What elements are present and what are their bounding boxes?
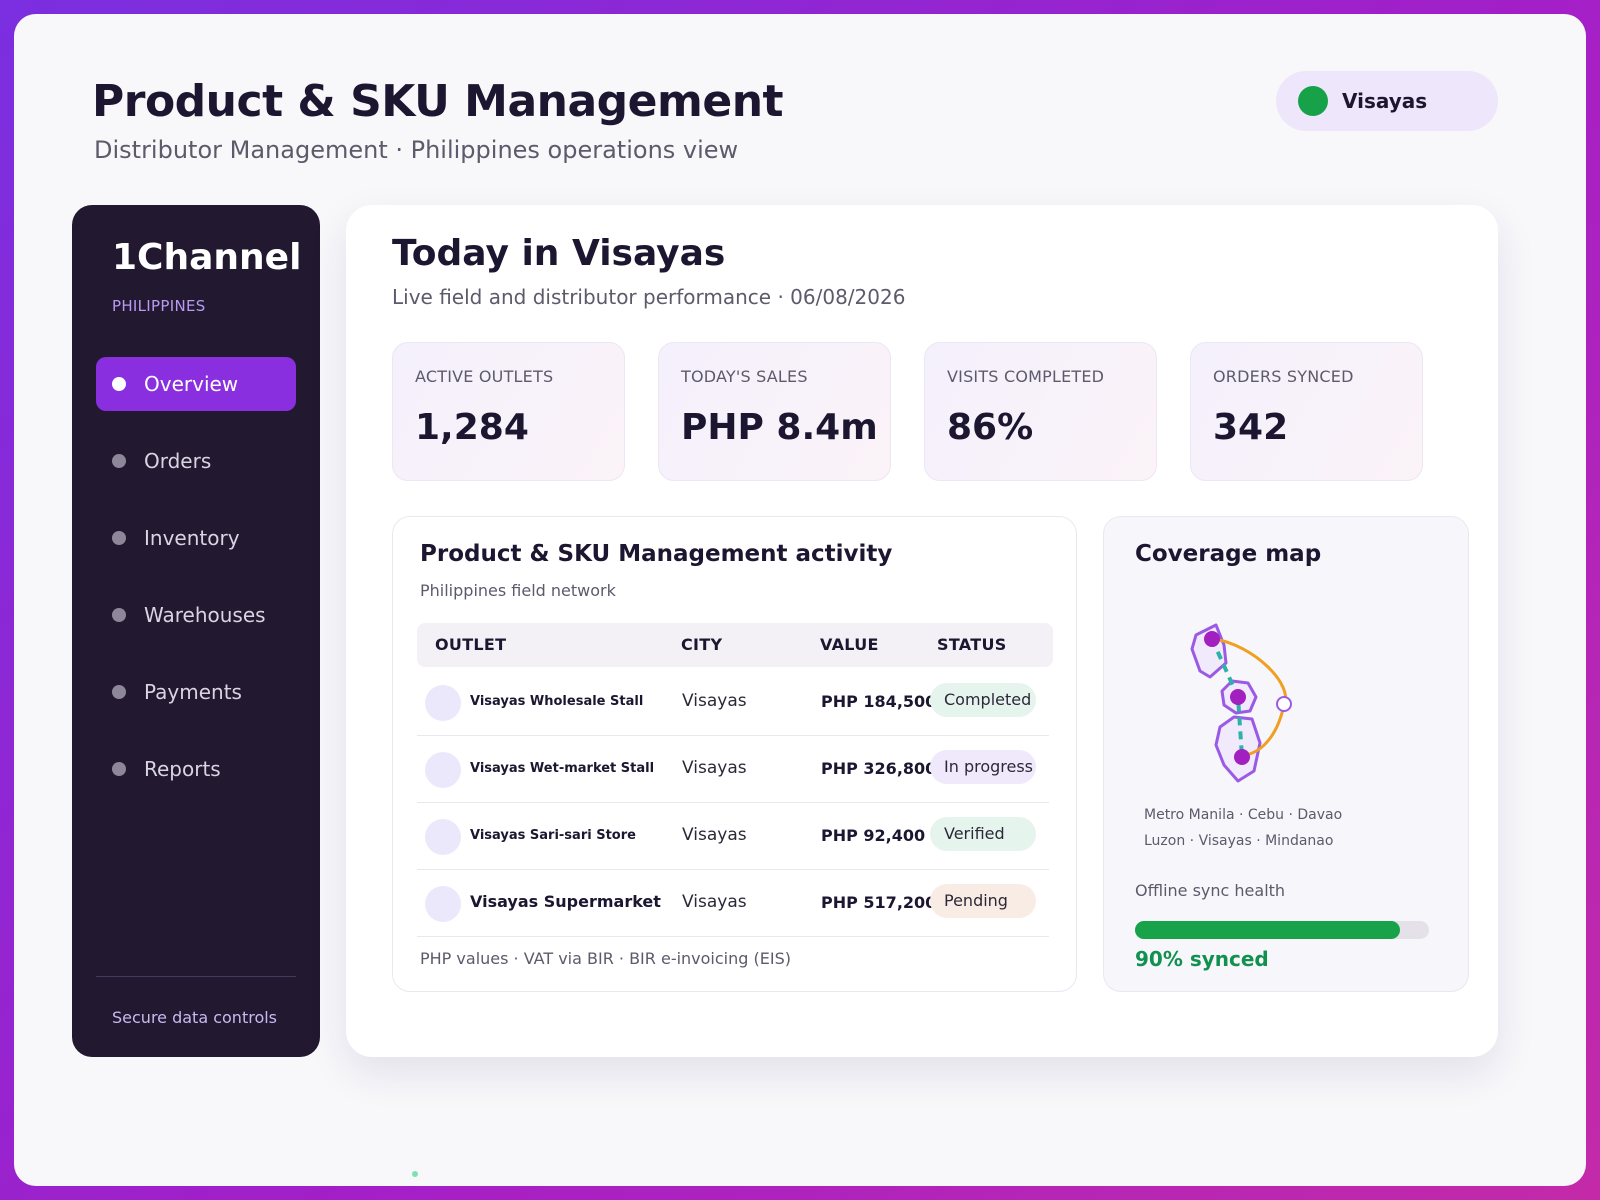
table-row[interactable]: Visayas Supermarket Visayas PHP 517,200 … [417,870,1049,937]
decorative-dot [412,1171,418,1177]
status-dot-icon [1298,86,1328,116]
kpi-value: PHP 8.4m [681,407,878,448]
page-subtitle: Distributor Management · Philippines ope… [94,136,739,164]
sidebar-item-warehouses[interactable]: Warehouses [96,588,296,642]
sidebar-item-reports[interactable]: Reports [96,742,296,796]
outlet-name: Visayas Sari-sari Store [470,828,636,843]
coverage-map-icon[interactable] [1174,605,1314,805]
sidebar-divider [96,976,296,977]
sync-health-label: Offline sync health [1135,881,1286,900]
outlet-name: Visayas Supermarket [470,892,661,911]
kpi-card-todays-sales: TODAY'S SALES PHP 8.4m [658,342,891,481]
column-header-value[interactable]: VALUE [820,635,879,654]
region-selector[interactable]: Visayas [1276,71,1498,131]
kpi-card-active-outlets: ACTIVE OUTLETS 1,284 [392,342,625,481]
secure-data-controls-link[interactable]: Secure data controls [112,1008,278,1027]
page-title: Product & SKU Management [92,76,784,127]
sidebar-nav: Overview Orders Inventory Warehouses Pay… [96,357,296,819]
table-header: OUTLET CITY VALUE STATUS [417,623,1053,667]
kpi-label: ORDERS SYNCED [1213,367,1354,386]
brand-logo: 1Channel [112,237,302,278]
sidebar-item-label: Inventory [144,526,240,550]
value-cell: PHP 184,500 [821,692,937,711]
main-title: Today in Visayas [392,233,726,274]
app-frame: Product & SKU Management Distributor Man… [14,14,1586,1186]
kpi-value: 86% [947,407,1034,448]
activity-footer-note: PHP values · VAT via BIR · BIR e-invoici… [420,949,791,968]
column-header-status[interactable]: STATUS [937,635,1007,654]
outlet-name: Visayas Wholesale Stall [470,694,644,709]
kpi-value: 1,284 [415,407,529,448]
nav-dot-icon [112,685,126,699]
activity-panel: Product & SKU Management activity Philip… [392,516,1077,992]
table-row[interactable]: Visayas Wholesale Stall Visayas PHP 184,… [417,669,1049,736]
nav-dot-icon [112,608,126,622]
sidebar-item-label: Warehouses [144,603,266,627]
value-cell: PHP 517,200 [821,893,937,912]
sidebar-item-label: Reports [144,757,221,781]
city-cell: Visayas [682,892,747,912]
kpi-card-visits-completed: VISITS COMPLETED 86% [924,342,1157,481]
nav-dot-icon [112,377,126,391]
activity-title: Product & SKU Management activity [420,541,893,567]
outlet-name: Visayas Wet-market Stall [470,761,655,776]
status-badge: Completed [930,683,1036,717]
value-cell: PHP 326,800 [821,759,937,778]
status-badge: Pending [930,884,1036,918]
kpi-label: VISITS COMPLETED [947,367,1105,386]
city-cell: Visayas [682,691,747,711]
value-cell: PHP 92,400 [821,826,926,845]
outlet-avatar [425,819,461,855]
sidebar-item-orders[interactable]: Orders [96,434,296,488]
status-badge: Verified [930,817,1036,851]
outlet-avatar [425,685,461,721]
sidebar-item-payments[interactable]: Payments [96,665,296,719]
sync-value: 90% synced [1135,947,1269,971]
column-header-city[interactable]: CITY [681,635,723,654]
city-cell: Visayas [682,758,747,778]
coverage-panel: Coverage map Metro Manila · Cebu · Davao… [1103,516,1469,992]
region-label: Visayas [1342,89,1428,113]
status-badge: In progress [930,750,1036,784]
kpi-label: TODAY'S SALES [681,367,808,386]
main-panel: Today in Visayas Live field and distribu… [346,205,1498,1057]
kpi-card-orders-synced: ORDERS SYNCED 342 [1190,342,1423,481]
sidebar-item-label: Overview [144,372,239,396]
sidebar-item-inventory[interactable]: Inventory [96,511,296,565]
coverage-title: Coverage map [1135,541,1322,567]
nav-dot-icon [112,454,126,468]
sync-progress-fill [1135,921,1400,939]
sidebar-item-label: Orders [144,449,212,473]
kpi-value: 342 [1213,407,1289,448]
map-regions-label: Luzon · Visayas · Mindanao [1144,833,1334,849]
outlet-avatar [425,752,461,788]
map-cities-label: Metro Manila · Cebu · Davao [1144,807,1343,823]
city-cell: Visayas [682,825,747,845]
table-row[interactable]: Visayas Sari-sari Store Visayas PHP 92,4… [417,803,1049,870]
nav-dot-icon [112,531,126,545]
brand-country: PHILIPPINES [112,297,206,315]
activity-subtitle: Philippines field network [420,581,616,600]
kpi-label: ACTIVE OUTLETS [415,367,554,386]
column-header-outlet[interactable]: OUTLET [435,635,507,654]
sidebar-item-label: Payments [144,680,242,704]
sidebar: 1Channel PHILIPPINES Overview Orders Inv… [72,205,320,1057]
sidebar-item-overview[interactable]: Overview [96,357,296,411]
nav-dot-icon [112,762,126,776]
table-row[interactable]: Visayas Wet-market Stall Visayas PHP 326… [417,736,1049,803]
main-subtitle: Live field and distributor performance ·… [392,285,906,309]
sync-progress-bar [1135,921,1429,939]
outlet-avatar [425,886,461,922]
